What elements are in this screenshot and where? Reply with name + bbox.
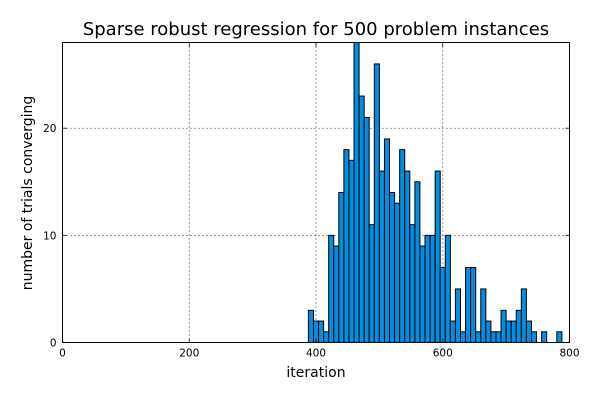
histogram-bar xyxy=(368,224,375,343)
histogram-bar xyxy=(530,331,538,343)
axis-ticks: 0 200 400 600 800 0 10 20 xyxy=(43,42,580,360)
histogram-bar xyxy=(444,234,451,344)
histogram-bar xyxy=(470,267,477,343)
histogram-bar xyxy=(343,149,350,343)
histogram-bar xyxy=(358,95,365,343)
histogram-bar xyxy=(449,320,456,344)
histogram-bar xyxy=(465,267,472,343)
histogram-bar xyxy=(459,331,467,343)
plot-frame xyxy=(62,42,570,343)
x-tick-label: 400 xyxy=(306,348,326,360)
y-tick-label: 10 xyxy=(43,230,56,242)
histogram-bar xyxy=(424,234,431,344)
histogram-bar xyxy=(510,320,517,344)
histogram-bar xyxy=(480,288,487,343)
histogram-bar xyxy=(541,331,548,343)
y-tick-label: 20 xyxy=(43,123,56,135)
histogram-bar xyxy=(363,117,370,343)
histogram-bar xyxy=(454,288,461,343)
histogram-bar xyxy=(318,320,325,344)
grid-lines xyxy=(62,42,570,343)
x-tick-label: 600 xyxy=(433,348,453,360)
histogram-bar xyxy=(475,331,482,343)
histogram-bar xyxy=(373,63,380,344)
x-axis-label: iteration xyxy=(286,365,345,381)
histogram-bar xyxy=(404,170,411,343)
histogram-bar xyxy=(429,234,436,344)
histogram-bar xyxy=(485,320,492,344)
chart-title: Sparse robust regression for 500 problem… xyxy=(83,19,549,40)
histogram-bar xyxy=(328,234,335,344)
histogram-bar xyxy=(414,181,421,343)
histogram-bar xyxy=(389,192,396,343)
histogram-bar xyxy=(556,331,563,343)
histogram-bar xyxy=(338,192,345,343)
histogram-bar xyxy=(378,170,385,343)
histogram-bar xyxy=(434,170,441,343)
histogram-bar xyxy=(490,331,497,343)
histogram-bar xyxy=(500,309,507,344)
x-tick-label: 200 xyxy=(179,348,199,360)
x-tick-label: 0 xyxy=(59,348,66,360)
histogram-bar xyxy=(394,202,401,343)
histogram-bar xyxy=(495,331,502,343)
histogram-bar xyxy=(399,149,406,343)
histogram-bar xyxy=(348,159,355,343)
histogram-bar xyxy=(525,320,532,344)
histogram-bar xyxy=(419,245,426,343)
histogram-bar xyxy=(439,267,446,343)
histogram-bar xyxy=(505,320,512,344)
histogram-bar xyxy=(323,331,330,343)
x-tick-label: 800 xyxy=(559,348,579,360)
histogram-bar xyxy=(409,224,416,343)
y-axis-label: number of trials converging xyxy=(20,96,36,290)
histogram-bar xyxy=(383,138,391,343)
histogram-bar xyxy=(515,309,522,344)
histogram-bars xyxy=(307,42,563,344)
histogram-bar xyxy=(520,288,527,343)
histogram-bar xyxy=(333,245,340,343)
histogram-bar xyxy=(353,42,360,343)
y-tick-label: 0 xyxy=(50,338,57,350)
histogram-bar xyxy=(307,309,314,344)
